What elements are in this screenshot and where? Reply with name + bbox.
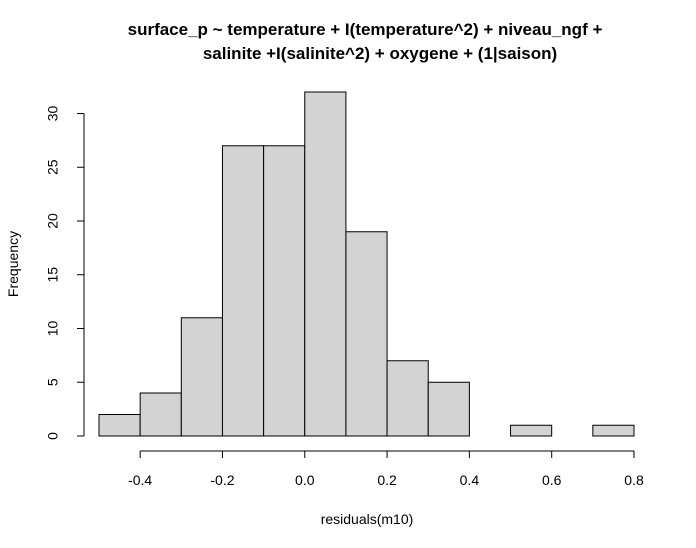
y-tick-label: 30: [45, 106, 61, 122]
histogram-bar: [221, 145, 265, 437]
histogram-bars: [98, 91, 635, 437]
histogram-bar: [139, 392, 182, 437]
histogram-bar: [304, 91, 347, 437]
histogram-bar: [98, 414, 141, 437]
y-tick-label: 0: [45, 432, 61, 440]
histogram-bar: [345, 231, 388, 437]
chart-title-line-1: surface_p ~ temperature + I(temperature^…: [128, 20, 603, 39]
y-tick-label: 5: [45, 378, 61, 386]
histogram-bar: [263, 145, 306, 437]
x-tick-label: 0.8: [624, 472, 644, 488]
y-tick-label: 20: [45, 213, 61, 229]
chart-title-line-2: salinite +I(salinite^2) + oxygene + (1|s…: [203, 44, 557, 63]
y-tick-label: 10: [45, 321, 61, 337]
x-tick-label: -0.2: [210, 472, 234, 488]
x-axis: -0.4 -0.2 0.0 0.2 0.4 0.6 0.8: [128, 450, 644, 488]
x-tick-label: 0.6: [542, 472, 562, 488]
histogram-bar: [427, 381, 470, 437]
y-axis-label: Frequency: [5, 231, 21, 297]
histogram-bar: [180, 317, 223, 437]
histogram-bar: [592, 424, 635, 437]
x-axis-label: residuals(m10): [321, 511, 414, 527]
x-tick-label: 0.2: [377, 472, 397, 488]
x-tick-label: -0.4: [128, 472, 152, 488]
y-axis: 0 5 10 15 20 25 30: [45, 106, 85, 440]
y-tick-label: 15: [45, 267, 61, 283]
x-tick-label: 0.4: [460, 472, 480, 488]
histogram-bar: [510, 424, 553, 437]
y-tick-label: 25: [45, 159, 61, 175]
histogram-bar: [386, 360, 429, 437]
x-tick-label: 0.0: [295, 472, 315, 488]
